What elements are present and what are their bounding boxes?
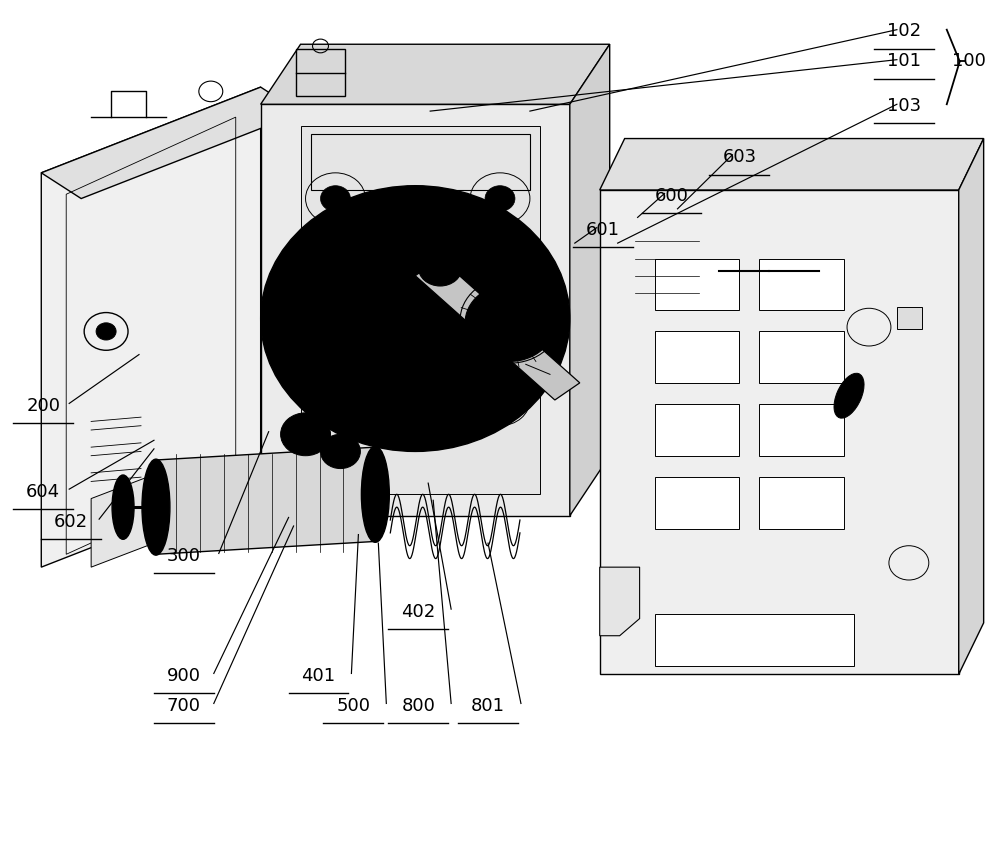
Polygon shape [600,567,640,636]
Bar [759,404,844,456]
Circle shape [355,267,475,370]
Circle shape [485,301,535,344]
Polygon shape [41,87,261,567]
Ellipse shape [367,464,383,525]
Circle shape [281,413,330,456]
Polygon shape [630,220,789,322]
Circle shape [724,233,814,310]
Text: 600: 600 [655,187,688,205]
Bar [655,477,739,529]
Text: 700: 700 [167,697,201,715]
Circle shape [757,261,781,282]
Ellipse shape [142,459,170,556]
Polygon shape [600,138,984,190]
Circle shape [385,293,445,344]
Ellipse shape [118,490,128,525]
Polygon shape [959,138,984,674]
Polygon shape [261,104,570,516]
Text: 602: 602 [54,513,88,531]
Polygon shape [156,447,375,555]
Bar [655,331,739,383]
Polygon shape [261,44,610,104]
Circle shape [498,312,522,333]
Text: 801: 801 [471,697,505,715]
Circle shape [291,212,540,426]
Text: 103: 103 [887,97,921,115]
Text: 900: 900 [167,667,201,685]
Ellipse shape [361,446,389,543]
Bar [897,307,922,329]
Polygon shape [91,464,181,567]
Polygon shape [415,259,580,400]
Text: 401: 401 [301,667,336,685]
Bar [655,259,739,310]
Circle shape [741,248,797,296]
Text: 102: 102 [887,22,921,40]
Text: 402: 402 [401,603,435,621]
Text: 100: 100 [952,52,986,71]
Circle shape [96,322,116,340]
Polygon shape [630,190,804,220]
Circle shape [418,249,462,286]
Circle shape [261,186,570,452]
Text: 601: 601 [586,221,620,239]
Text: 200: 200 [26,397,60,415]
Polygon shape [301,126,540,494]
Bar [759,331,844,383]
Polygon shape [570,44,610,516]
Circle shape [485,186,515,212]
Text: 500: 500 [336,697,370,715]
Circle shape [320,434,360,469]
Polygon shape [789,190,804,322]
Circle shape [321,387,350,413]
Text: 603: 603 [722,149,756,166]
Text: 101: 101 [887,52,921,71]
Ellipse shape [834,373,864,418]
Text: 300: 300 [167,547,201,565]
Polygon shape [41,87,301,199]
Circle shape [465,285,555,361]
Bar [759,259,844,310]
Bar [655,614,854,666]
Ellipse shape [112,475,134,539]
Circle shape [330,353,390,404]
Circle shape [321,186,350,212]
Circle shape [485,387,515,413]
Bar [655,404,739,456]
Bar [759,477,844,529]
Circle shape [389,280,401,290]
Text: 604: 604 [26,482,60,501]
Ellipse shape [148,477,164,538]
Text: 800: 800 [401,697,435,715]
Polygon shape [600,190,959,674]
